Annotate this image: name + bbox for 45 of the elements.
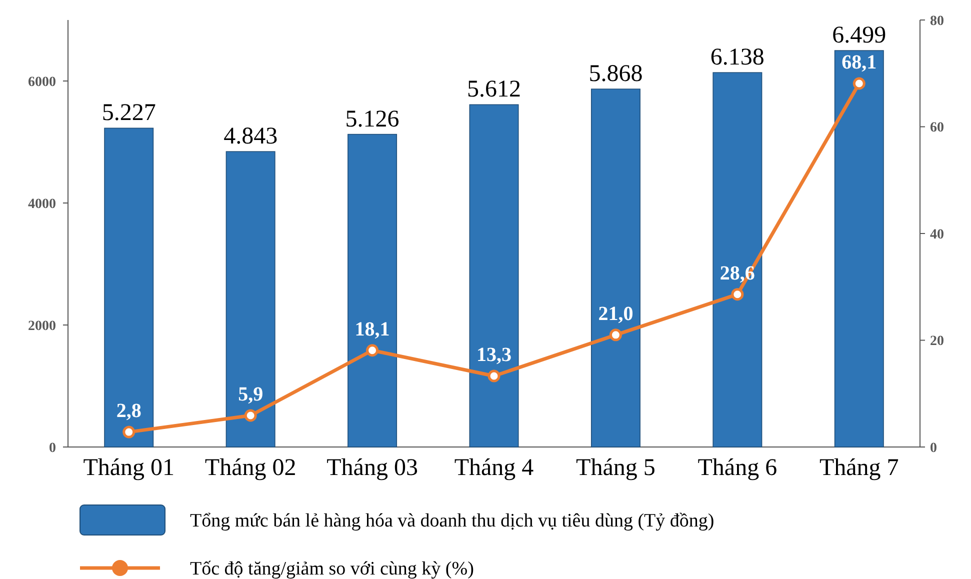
y-tick-label: 4000 bbox=[28, 196, 56, 212]
data-label: 5.126 bbox=[345, 106, 400, 132]
data-label: 4.843 bbox=[224, 124, 278, 150]
y-tick-label: 0 bbox=[49, 440, 56, 456]
x-tick-label: Tháng 4 bbox=[454, 455, 534, 481]
point bbox=[731, 288, 744, 301]
data-label: 68,1 bbox=[842, 52, 877, 74]
y2-tick-label: 0 bbox=[930, 440, 937, 456]
data-label: 5.227 bbox=[102, 100, 156, 126]
y2-tick-label: 60 bbox=[930, 120, 944, 136]
y2-tick-label: 80 bbox=[930, 14, 944, 29]
data-label: 5.612 bbox=[467, 76, 521, 103]
x-tick-label: Tháng 03 bbox=[326, 455, 418, 481]
data-label: 13,3 bbox=[476, 344, 512, 366]
point bbox=[488, 370, 500, 382]
data-label: 2,8 bbox=[116, 400, 142, 422]
data-label: 6.138 bbox=[710, 44, 764, 71]
data-label: 21,0 bbox=[598, 302, 634, 325]
x-tick-label: Tháng 6 bbox=[698, 455, 778, 481]
point bbox=[852, 77, 866, 90]
x-tick-label: Tháng 7 bbox=[819, 455, 899, 481]
point bbox=[366, 344, 379, 357]
bar bbox=[712, 72, 762, 448]
bar bbox=[590, 88, 640, 448]
data-label: 18,1 bbox=[354, 318, 390, 340]
bar bbox=[469, 104, 519, 448]
point bbox=[244, 409, 257, 422]
y2-tick-label: 40 bbox=[930, 227, 944, 242]
x-tick-label: Tháng 5 bbox=[576, 455, 656, 481]
data-label: 6.499 bbox=[832, 22, 886, 49]
bar bbox=[104, 128, 154, 448]
data-label: 5,9 bbox=[238, 384, 264, 406]
data-label: 5.868 bbox=[588, 61, 643, 88]
point bbox=[609, 328, 622, 342]
x-tick-label: Tháng 02 bbox=[204, 455, 296, 481]
legend-label: Tổng mức bán lẻ hàng hóa và doanh thu dịch vụ tiêu dùng (Tỷ đồng) bbox=[190, 510, 714, 532]
y-tick-label: 6000 bbox=[28, 74, 56, 90]
legend-label: Tốc độ tăng/giảm so với cùng kỳ (%) bbox=[190, 558, 474, 579]
x-tick-label: Tháng 01 bbox=[83, 455, 175, 481]
point bbox=[122, 426, 136, 438]
y-tick-label: 2000 bbox=[28, 318, 56, 334]
y2-tick-label: 20 bbox=[930, 334, 944, 350]
bar bbox=[834, 50, 884, 448]
bar bbox=[226, 151, 276, 448]
bar bbox=[348, 134, 398, 448]
